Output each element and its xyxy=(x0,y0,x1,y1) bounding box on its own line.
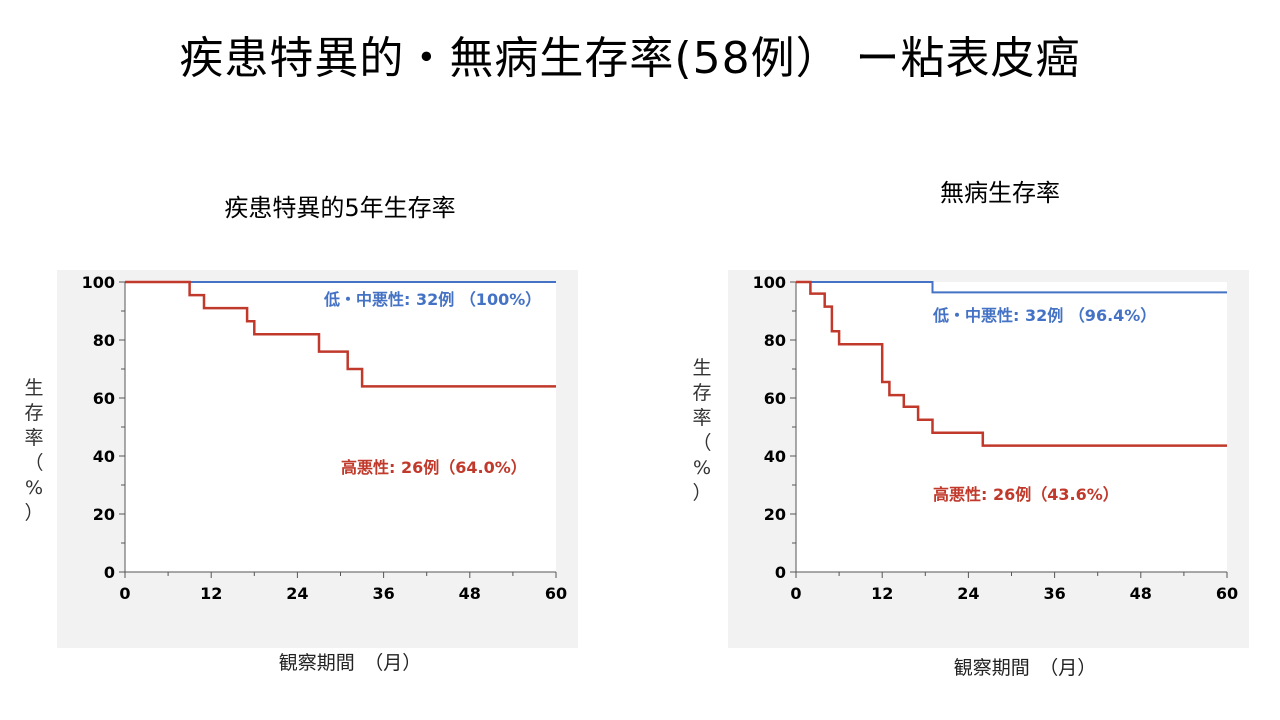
x-tick-label: 36 xyxy=(1043,584,1065,603)
chart-disease-specific: 0 12 24 36 48 60 0 20 40 60 80 100 低・中悪性: 32例 （100%）… xyxy=(82,273,568,603)
x-tick-label: 0 xyxy=(790,584,801,603)
y-axis-label-char: （ xyxy=(24,452,44,474)
x-axis-label-disease-specific: 観察期間 （月） xyxy=(278,652,422,674)
y-axis-label-char: 生 xyxy=(692,357,712,379)
y-axis-label-char: 率 xyxy=(692,407,712,429)
y-axis-label-disease-free: 生 存 率 （ % ） xyxy=(690,356,714,506)
y-tick-label: 100 xyxy=(82,273,115,292)
y-axis-label-char: % xyxy=(24,477,44,499)
y-tick-label: 0 xyxy=(104,563,115,582)
series-label-low-grade: 低・中悪性: 32例 （96.4%） xyxy=(932,306,1156,325)
y-tick-label: 60 xyxy=(93,389,115,408)
slide-title: 疾患特異的・無病生存率(58例） ー粘表皮癌 xyxy=(179,33,1081,84)
x-tick-label: 60 xyxy=(1216,584,1238,603)
y-axis-label-disease-specific: 生 存 率 （ % ） xyxy=(22,376,46,526)
x-tick-label: 12 xyxy=(871,584,893,603)
y-axis-label-char: 存 xyxy=(692,382,712,404)
y-tick-label: 20 xyxy=(764,505,786,524)
chart-disease-free: 0 12 24 36 48 60 0 20 40 60 80 100 低・中悪性: 32例 （96.4%… xyxy=(753,273,1239,603)
y-axis-label-char: （ xyxy=(692,432,712,454)
plot-area xyxy=(796,282,1227,572)
y-axis-label-char: 生 xyxy=(24,377,44,399)
x-tick-label: 12 xyxy=(200,584,222,603)
x-axis-label-disease-free: 観察期間 （月） xyxy=(953,657,1097,679)
y-tick-label: 80 xyxy=(93,331,115,350)
y-axis-label-char: % xyxy=(692,457,712,479)
x-tick-label: 24 xyxy=(286,584,308,603)
series-line-high-grade xyxy=(796,280,1227,447)
x-tick-label: 0 xyxy=(119,584,130,603)
series-label-high-grade: 高悪性: 26例（64.0%） xyxy=(341,458,527,477)
y-tick-label: 100 xyxy=(753,273,786,292)
y-axis-label-char: ） xyxy=(24,502,44,524)
chart-panel-disease-free: 0 12 24 36 48 60 0 20 40 60 80 100 低・中悪性: 32例 （96.4%… xyxy=(728,270,1249,648)
y-tick-label: 60 xyxy=(764,389,786,408)
series-label-high-grade: 高悪性: 26例（43.6%） xyxy=(933,485,1119,504)
x-tick-label: 36 xyxy=(372,584,394,603)
x-tick-label: 48 xyxy=(459,584,481,603)
y-tick-label: 80 xyxy=(764,331,786,350)
chart-title-disease-specific: 疾患特異的5年生存率 xyxy=(224,194,456,222)
y-axis-label-char: ） xyxy=(692,482,712,504)
chart-title-disease-free: 無病生存率 xyxy=(940,179,1060,207)
y-tick-label: 40 xyxy=(93,447,115,466)
chart-panel-disease-specific: 0 12 24 36 48 60 0 20 40 60 80 100 低・中悪性: 32例 （100%）… xyxy=(57,270,578,648)
plot-area xyxy=(125,282,556,572)
x-tick-label: 48 xyxy=(1130,584,1152,603)
y-axis-label-char: 存 xyxy=(24,402,44,424)
y-tick-label: 40 xyxy=(764,447,786,466)
y-tick-label: 0 xyxy=(775,563,786,582)
series-line-high-grade xyxy=(125,280,556,388)
series-line-low-grade xyxy=(796,281,1227,294)
y-tick-label: 20 xyxy=(93,505,115,524)
y-axis-label-char: 率 xyxy=(24,427,44,449)
x-tick-label: 60 xyxy=(545,584,567,603)
series-label-low-grade: 低・中悪性: 32例 （100%） xyxy=(323,290,541,309)
x-tick-label: 24 xyxy=(957,584,979,603)
